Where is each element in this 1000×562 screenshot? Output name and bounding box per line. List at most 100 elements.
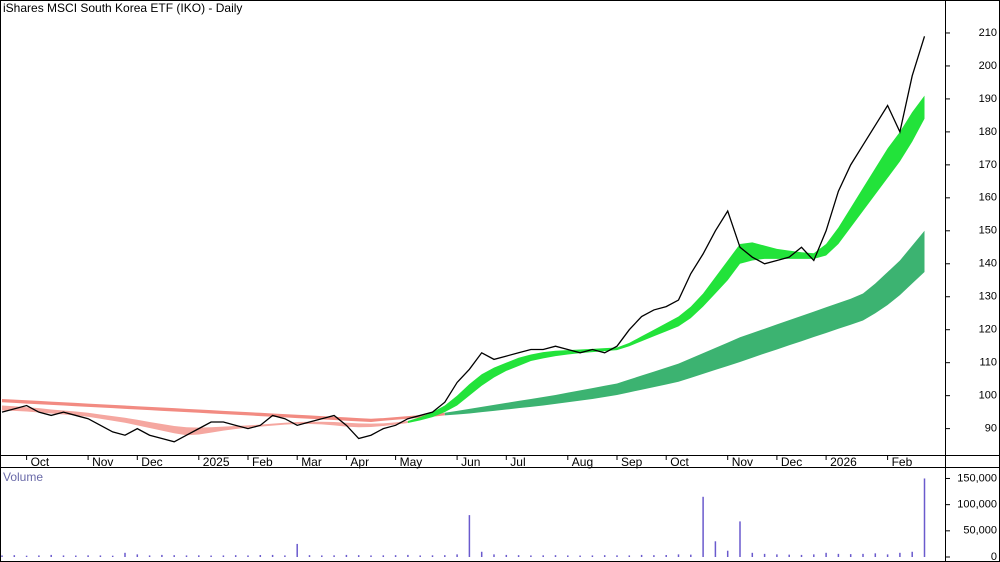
volume-bar bbox=[726, 550, 729, 557]
x-tick-label: Jun bbox=[461, 455, 480, 469]
x-tick-label: 2026 bbox=[830, 455, 857, 469]
volume-bar bbox=[690, 554, 692, 557]
volume-bar bbox=[579, 555, 581, 557]
volume-bar bbox=[886, 554, 889, 557]
y-tick-label: 100,000 bbox=[957, 499, 997, 511]
volume-bar bbox=[468, 515, 471, 557]
y-tick-label: 210 bbox=[979, 27, 997, 39]
volume-bar bbox=[751, 552, 754, 557]
volume-bar bbox=[763, 553, 766, 557]
volume-bar bbox=[50, 554, 52, 557]
volume-bar bbox=[13, 555, 16, 557]
y-tick-label: 170 bbox=[979, 159, 997, 171]
volume-bar bbox=[296, 543, 298, 557]
volume-bar bbox=[776, 554, 778, 557]
volume-bar bbox=[419, 555, 421, 557]
x-tick-label: Feb bbox=[252, 455, 273, 469]
volume-bar bbox=[640, 554, 643, 557]
volume-bar bbox=[1, 555, 3, 557]
volume-bar bbox=[800, 554, 803, 557]
volume-bar bbox=[259, 555, 262, 557]
y-tick-label: 200 bbox=[979, 60, 997, 72]
volume-bar bbox=[222, 555, 225, 557]
y-tick-label: 110 bbox=[979, 357, 997, 369]
volume-bar bbox=[911, 551, 913, 557]
volume-bar bbox=[198, 555, 200, 557]
volume-bar bbox=[247, 555, 249, 557]
volume-bar bbox=[591, 555, 594, 557]
volume-bar bbox=[62, 555, 65, 557]
volume-bar bbox=[321, 555, 323, 557]
volume-title: Volume bbox=[3, 470, 43, 484]
volume-bar bbox=[813, 554, 815, 557]
volume-bar bbox=[148, 555, 151, 557]
volume-bar bbox=[87, 555, 89, 557]
y-tick-label: 0 bbox=[991, 551, 997, 562]
volume-bar bbox=[370, 555, 372, 557]
volume-bar bbox=[407, 554, 409, 557]
volume-bar bbox=[210, 555, 212, 557]
volume-bar bbox=[357, 555, 360, 557]
volume-bar bbox=[874, 553, 877, 557]
volume-bar bbox=[653, 555, 655, 557]
x-tick-label: Jul bbox=[510, 455, 525, 469]
y-tick-label: 160 bbox=[979, 192, 997, 204]
volume-bar bbox=[161, 554, 163, 557]
chart-title: iShares MSCI South Korea ETF (IKO) - Dai… bbox=[3, 1, 242, 15]
x-tick-label: Apr bbox=[350, 455, 369, 469]
band bbox=[2, 398, 445, 423]
volume-bar bbox=[345, 554, 348, 557]
volume-bar bbox=[899, 552, 901, 557]
volume-bar bbox=[99, 555, 102, 557]
y-tick-label: 190 bbox=[979, 93, 997, 105]
y-tick-label: 130 bbox=[979, 291, 997, 303]
volume-bar bbox=[505, 554, 508, 557]
y-tick-label: 180 bbox=[979, 126, 997, 138]
volume-bar bbox=[431, 555, 434, 557]
price-line bbox=[1, 36, 926, 443]
x-tick-label: 2025 bbox=[203, 455, 230, 469]
volume-bar bbox=[456, 554, 458, 557]
x-tick-label: Oct bbox=[31, 455, 50, 469]
volume-bar bbox=[714, 541, 717, 557]
volume-bar bbox=[603, 555, 606, 557]
x-tick-label: Mar bbox=[301, 455, 322, 469]
x-tick-label: Feb bbox=[892, 455, 913, 469]
x-tick-label: Dec bbox=[781, 455, 802, 469]
volume-bar bbox=[111, 555, 114, 557]
volume-bar bbox=[234, 555, 237, 557]
x-tick-label: Nov bbox=[92, 455, 113, 469]
volume-bar bbox=[849, 554, 852, 557]
volume-bar bbox=[25, 555, 28, 557]
volume-bar bbox=[38, 555, 40, 557]
y-tick-label: 120 bbox=[979, 324, 997, 336]
volume-bar bbox=[75, 555, 77, 557]
volume-bar bbox=[530, 555, 532, 557]
volume-bar bbox=[517, 555, 520, 557]
volume-bar bbox=[271, 554, 274, 557]
band bbox=[444, 230, 925, 416]
volume-bar bbox=[677, 554, 680, 557]
band bbox=[2, 405, 408, 436]
volume-bar bbox=[837, 553, 840, 557]
volume-bar bbox=[825, 552, 827, 557]
volume-bar bbox=[702, 496, 704, 557]
volume-bar bbox=[124, 552, 126, 557]
x-tick-label: Dec bbox=[141, 455, 162, 469]
volume-bar bbox=[333, 555, 335, 557]
volume-bar bbox=[394, 555, 397, 557]
volume-bar bbox=[616, 555, 618, 557]
volume-bar bbox=[788, 554, 790, 557]
x-tick-label: May bbox=[400, 455, 423, 469]
volume-bar bbox=[554, 555, 557, 557]
volume-bar bbox=[444, 555, 446, 557]
volume-bar bbox=[628, 555, 631, 557]
volume-bar bbox=[308, 555, 311, 557]
volume-bar bbox=[665, 555, 667, 557]
volume-bar bbox=[739, 521, 741, 557]
y-tick-label: 140 bbox=[979, 258, 997, 270]
y-tick-label: 150 bbox=[979, 225, 997, 237]
volume-bar bbox=[923, 478, 926, 557]
x-tick-label: Oct bbox=[670, 455, 689, 469]
